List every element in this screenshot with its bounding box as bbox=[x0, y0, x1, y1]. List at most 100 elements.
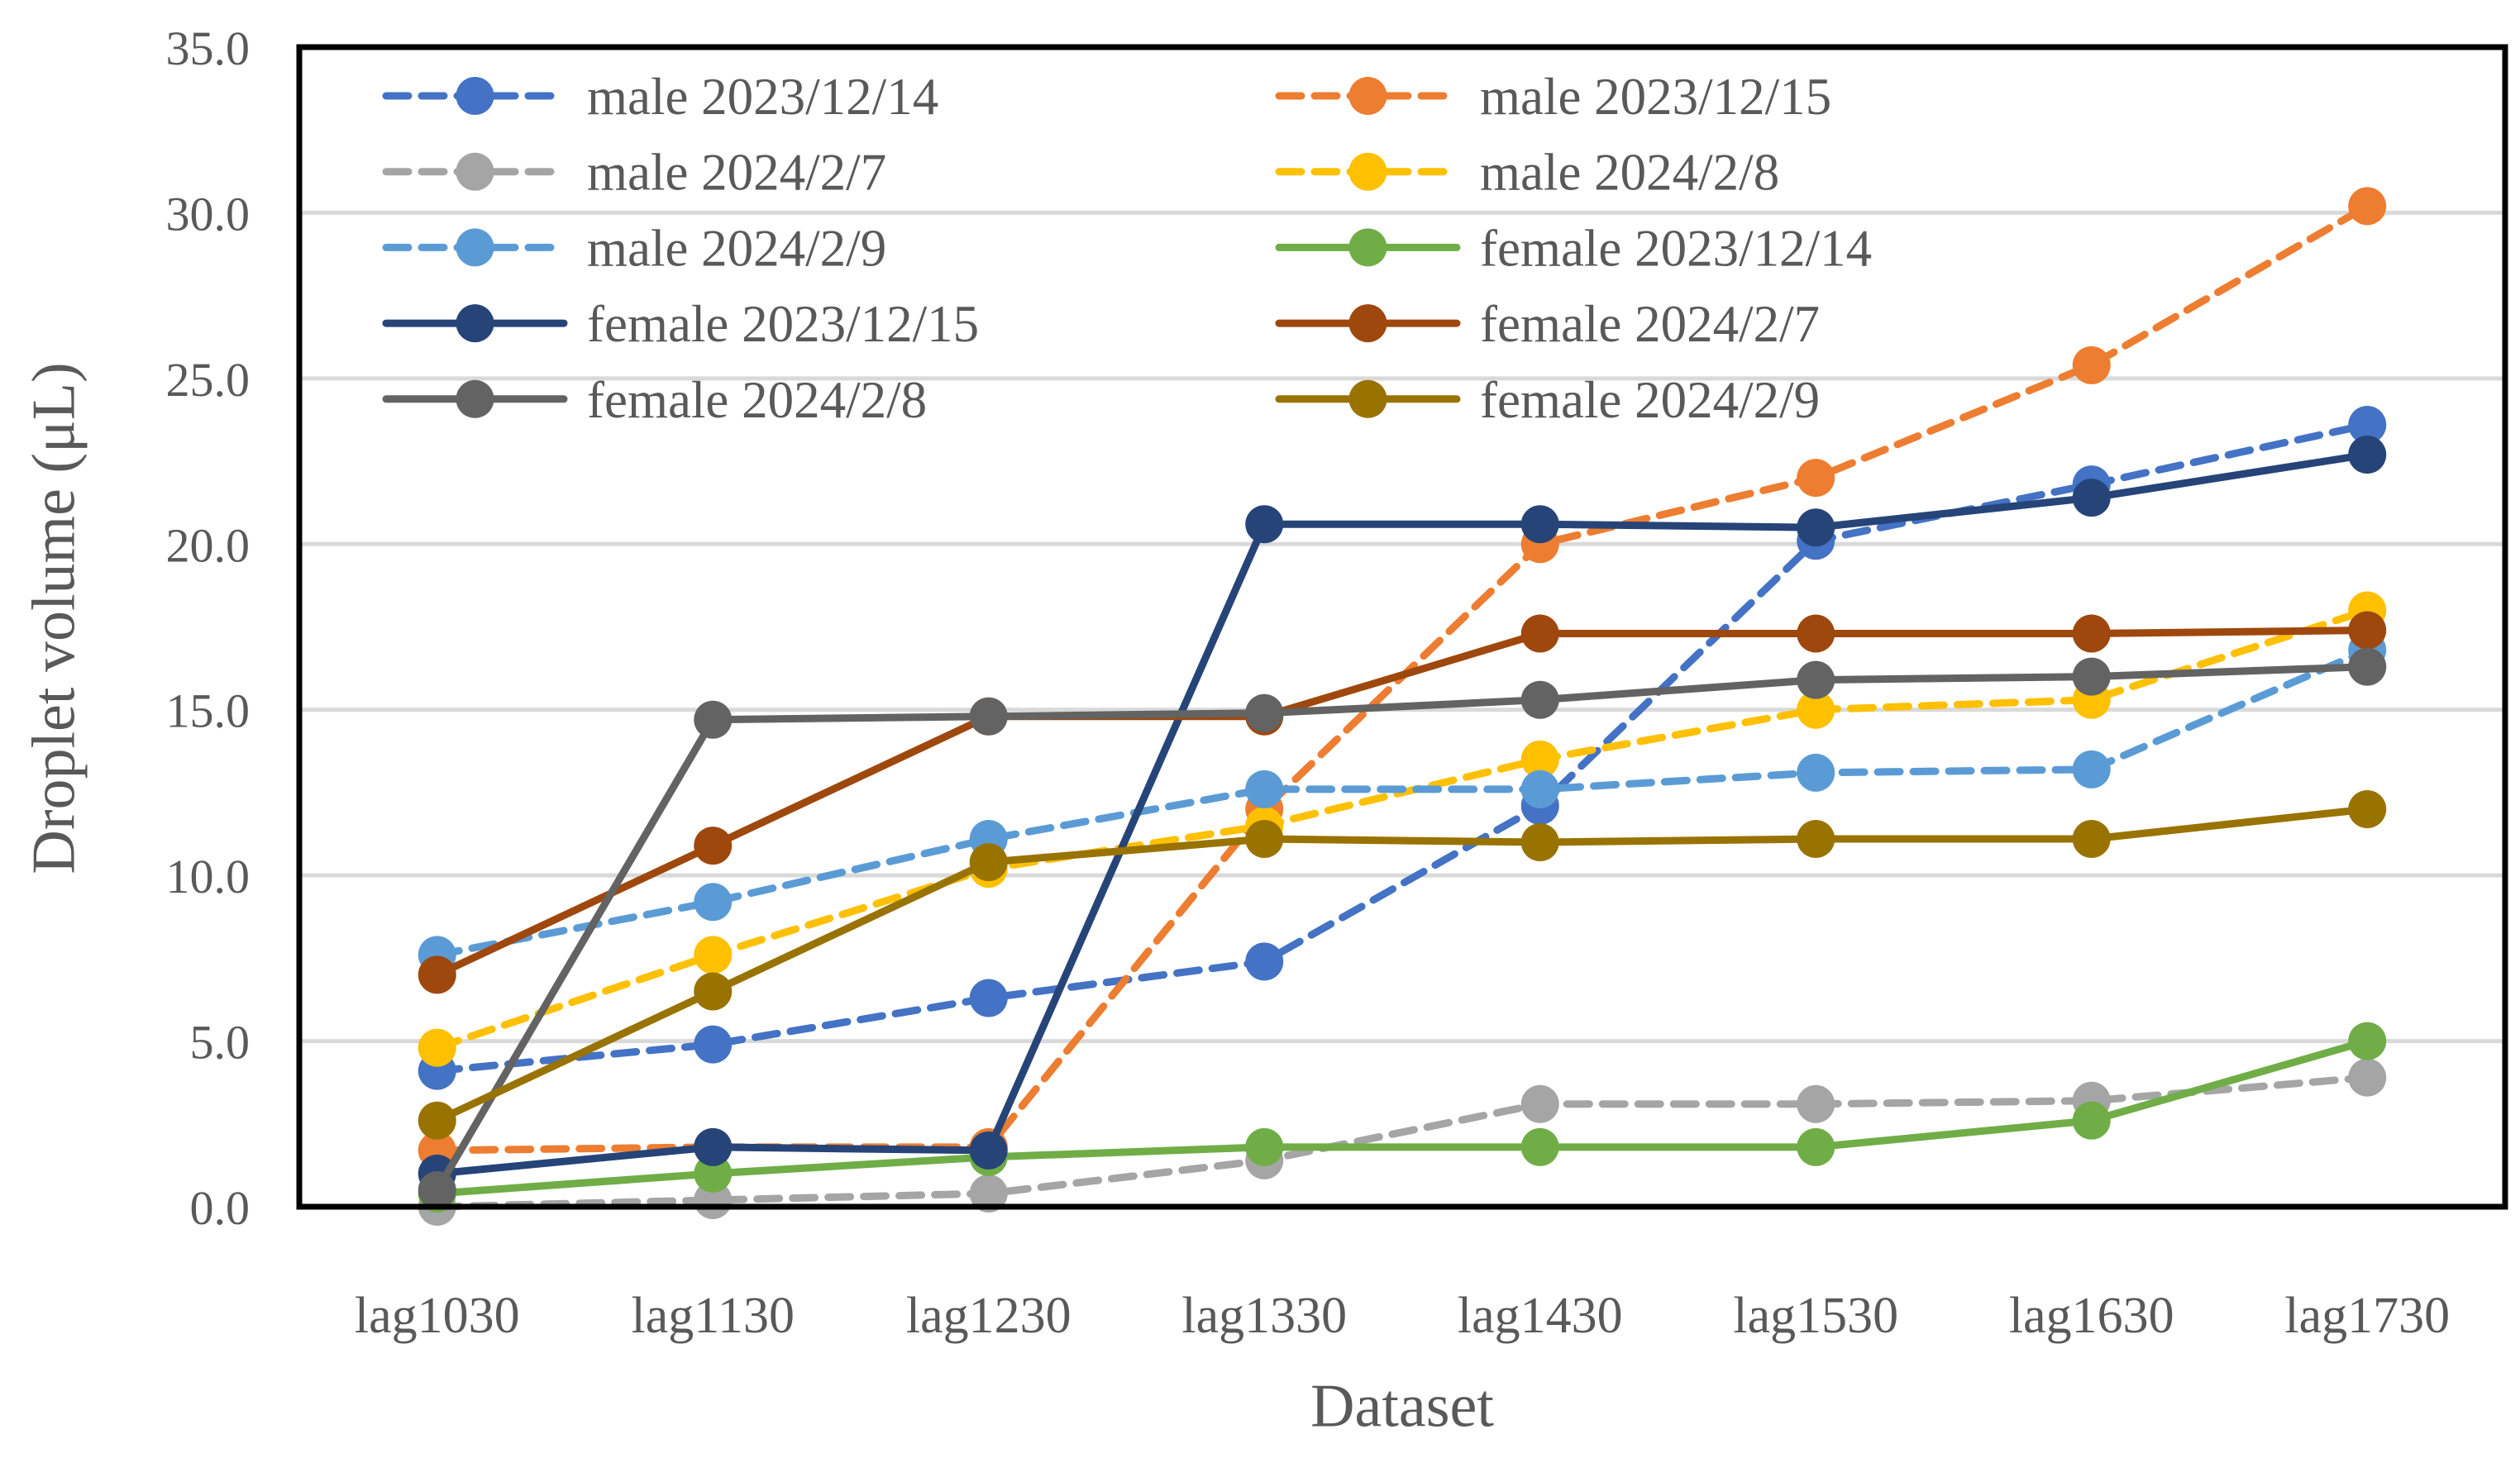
x-tick-label-lag1730: lag1730 bbox=[2284, 1288, 2450, 1344]
data-point-male-2023-12-15-lag1630 bbox=[2072, 345, 2111, 384]
data-point-female-2023-12-14-lag1730 bbox=[2348, 1022, 2387, 1060]
data-point-male-2024-2-7-lag1730 bbox=[2348, 1058, 2387, 1097]
legend-item-female-2024-2-8[interactable]: female 2024/2/8 bbox=[382, 371, 927, 429]
data-point-female-2024-2-8-lag1430 bbox=[1520, 680, 1559, 719]
data-point-male-2024-2-9-lag1130 bbox=[694, 883, 733, 922]
data-point-male-2023-12-14-lag1230 bbox=[969, 979, 1008, 1017]
legend-label-male-2024-2-8: male 2024/2/8 bbox=[1480, 144, 1779, 202]
data-point-female-2024-2-8-lag1230 bbox=[969, 697, 1008, 736]
series-female-2024-2-9 bbox=[418, 789, 2387, 1140]
data-point-male-2023-12-14-lag1330 bbox=[1245, 942, 1284, 981]
legend-item-male-2024-2-7[interactable]: male 2024/2/7 bbox=[382, 144, 886, 202]
data-point-female-2023-12-14-lag1630 bbox=[2072, 1101, 2111, 1140]
x-tick-label-lag1030: lag1030 bbox=[355, 1288, 520, 1344]
data-point-female-2024-2-9-lag1730 bbox=[2348, 789, 2387, 828]
legend-item-male-2023-12-14[interactable]: male 2023/12/14 bbox=[382, 68, 938, 126]
data-point-female-2024-2-9-lag1230 bbox=[969, 843, 1008, 882]
data-point-female-2023-12-15-lag1730 bbox=[2348, 436, 2387, 474]
plot-border bbox=[296, 44, 2508, 1210]
data-point-female-2023-12-14-lag1130 bbox=[694, 1154, 733, 1193]
legend-marker-female-2023-12-15 bbox=[456, 304, 494, 343]
x-tick-label-lag1630: lag1630 bbox=[2009, 1288, 2174, 1344]
data-point-female-2024-2-7-lag1130 bbox=[694, 827, 733, 865]
y-tick-label-20.0: 20.0 bbox=[166, 518, 251, 572]
y-tick-label-25.0: 25.0 bbox=[166, 353, 251, 407]
legend-item-female-2023-12-14[interactable]: female 2023/12/14 bbox=[1275, 219, 1872, 277]
data-point-male-2024-2-7-lag1530 bbox=[1797, 1084, 1835, 1123]
legend-label-male-2023-12-14: male 2023/12/14 bbox=[587, 68, 938, 126]
data-point-male-2024-2-9-lag1530 bbox=[1797, 753, 1835, 792]
data-point-female-2023-12-14-lag1530 bbox=[1797, 1127, 1835, 1166]
legend-label-female-2023-12-14: female 2023/12/14 bbox=[1480, 219, 1872, 277]
x-axis-title: Dataset bbox=[1310, 1372, 1494, 1441]
legend-label-female-2023-12-15: female 2023/12/15 bbox=[587, 295, 979, 353]
y-axis-title: Droplet volume (μL) bbox=[20, 362, 88, 874]
data-point-female-2023-12-15-lag1130 bbox=[694, 1127, 733, 1166]
x-tick-label-lag1130: lag1130 bbox=[632, 1288, 795, 1344]
data-point-female-2023-12-15-lag1330 bbox=[1245, 505, 1284, 544]
x-tick-label-lag1530: lag1530 bbox=[1733, 1288, 1898, 1344]
data-point-female-2024-2-7-lag1630 bbox=[2072, 614, 2111, 653]
series-line-male-2024-2-7 bbox=[433, 1074, 2371, 1211]
data-point-female-2024-2-8-lag1630 bbox=[2072, 657, 2111, 696]
series-female-2023-12-15 bbox=[418, 436, 2387, 1193]
data-point-male-2024-2-8-lag1430 bbox=[1520, 740, 1559, 779]
data-point-female-2023-12-15-lag1430 bbox=[1520, 505, 1559, 544]
legend-label-female-2024-2-9: female 2024/2/9 bbox=[1480, 371, 1820, 429]
legend-marker-female-2024-2-7 bbox=[1348, 304, 1387, 343]
data-point-female-2024-2-8-lag1730 bbox=[2348, 647, 2387, 686]
data-point-female-2024-2-7-lag1730 bbox=[2348, 611, 2387, 650]
legend-marker-male-2024-2-9 bbox=[456, 228, 494, 267]
series-female-2023-12-14 bbox=[418, 1022, 2387, 1213]
legend-item-female-2023-12-15[interactable]: female 2023/12/15 bbox=[382, 295, 979, 353]
data-point-female-2024-2-8-lag1030 bbox=[418, 1170, 456, 1209]
legend-marker-male-2023-12-14 bbox=[456, 77, 494, 115]
legend-marker-female-2024-2-8 bbox=[456, 379, 494, 418]
series-line-female-2024-2-9 bbox=[433, 805, 2371, 1125]
data-point-male-2024-2-9-lag1430 bbox=[1520, 770, 1559, 808]
y-tick-label-15.0: 15.0 bbox=[166, 684, 251, 738]
y-tick-label-30.0: 30.0 bbox=[166, 187, 251, 241]
data-point-female-2024-2-8-lag1130 bbox=[694, 700, 733, 739]
data-point-female-2023-12-14-lag1430 bbox=[1520, 1127, 1559, 1166]
data-point-female-2024-2-9-lag1030 bbox=[418, 1101, 456, 1140]
legend-item-male-2023-12-15[interactable]: male 2023/12/15 bbox=[1275, 68, 1831, 126]
series-line-female-2024-2-8 bbox=[433, 663, 2371, 1194]
legend-label-male-2023-12-15: male 2023/12/15 bbox=[1480, 68, 1831, 126]
data-point-male-2023-12-14-lag1730 bbox=[2348, 405, 2387, 444]
data-point-female-2023-12-14-lag1330 bbox=[1245, 1127, 1284, 1166]
legend-item-male-2024-2-8[interactable]: male 2024/2/8 bbox=[1275, 144, 1779, 202]
legend-label-male-2024-2-7: male 2024/2/7 bbox=[587, 144, 886, 202]
data-point-male-2024-2-9-lag1330 bbox=[1245, 770, 1284, 808]
data-point-female-2024-2-8-lag1530 bbox=[1797, 660, 1835, 699]
legend-marker-male-2024-2-7 bbox=[456, 152, 494, 191]
legend-item-female-2024-2-9[interactable]: female 2024/2/9 bbox=[1275, 371, 1820, 429]
legend: male 2023/12/14 male 2023/12/15 male 2024/… bbox=[382, 68, 1872, 429]
data-point-female-2024-2-9-lag1530 bbox=[1797, 820, 1835, 859]
data-point-female-2024-2-9-lag1130 bbox=[694, 972, 733, 1011]
data-point-female-2024-2-8-lag1330 bbox=[1245, 693, 1284, 732]
legend-item-male-2024-2-9[interactable]: male 2024/2/9 bbox=[382, 219, 886, 277]
legend-marker-female-2024-2-9 bbox=[1348, 379, 1387, 418]
data-point-female-2024-2-7-lag1530 bbox=[1797, 614, 1835, 653]
series-line-female-2023-12-15 bbox=[433, 450, 2371, 1178]
data-point-female-2024-2-7-lag1430 bbox=[1520, 614, 1559, 653]
series-line-male-2024-2-9 bbox=[433, 646, 2371, 959]
legend-item-female-2024-2-7[interactable]: female 2024/2/7 bbox=[1275, 295, 1820, 353]
y-tick-label-0.0: 0.0 bbox=[190, 1181, 251, 1235]
data-point-male-2023-12-14-lag1130 bbox=[694, 1025, 733, 1064]
legend-label-male-2024-2-9: male 2024/2/9 bbox=[587, 219, 886, 277]
legend-label-female-2024-2-7: female 2024/2/7 bbox=[1480, 295, 1820, 353]
series-female-2024-2-8 bbox=[418, 647, 2387, 1209]
legend-label-female-2024-2-8: female 2024/2/8 bbox=[587, 371, 927, 429]
y-tick-label-10.0: 10.0 bbox=[166, 850, 251, 903]
legend-marker-female-2023-12-14 bbox=[1348, 228, 1387, 267]
data-point-female-2024-2-7-lag1030 bbox=[418, 955, 456, 994]
data-point-male-2024-2-8-lag1530 bbox=[1797, 690, 1835, 729]
y-tick-label-5.0: 5.0 bbox=[190, 1016, 251, 1070]
data-point-female-2024-2-9-lag1630 bbox=[2072, 820, 2111, 859]
data-point-male-2023-12-15-lag1530 bbox=[1797, 459, 1835, 498]
x-tick-label-lag1330: lag1330 bbox=[1181, 1288, 1347, 1344]
